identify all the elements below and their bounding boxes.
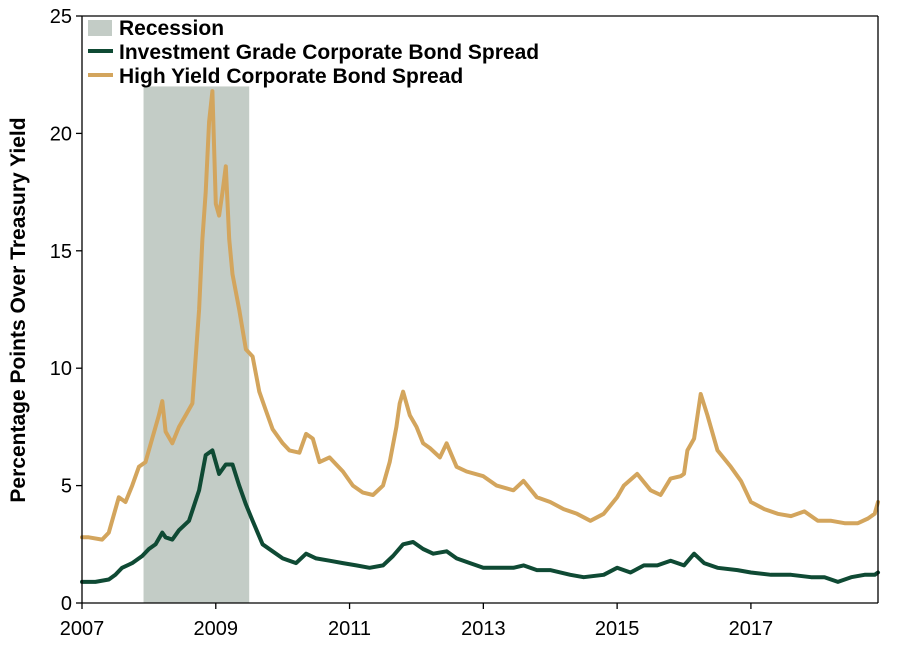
y-axis-title: Percentage Points Over Treasury Yield xyxy=(7,117,30,502)
x-tick-label: 2007 xyxy=(60,618,105,640)
axes xyxy=(81,15,879,604)
y-tick-label: 25 xyxy=(50,6,72,28)
y-tick-label: 15 xyxy=(50,241,72,263)
legend-swatch-recession xyxy=(88,20,112,36)
y-tick-label: 5 xyxy=(61,476,72,498)
x-tick-label: 2013 xyxy=(461,618,506,640)
y-tick-label: 10 xyxy=(50,358,72,380)
x-tick-label: 2011 xyxy=(328,618,371,640)
legend-label-recession: Recession xyxy=(119,17,224,40)
series-line-high-yield xyxy=(80,89,880,542)
series-line-investment-grade xyxy=(80,448,880,584)
legend-label-high-yield: High Yield Corporate Bond Spread xyxy=(119,65,463,88)
series-layer xyxy=(80,89,880,584)
x-tick-label: 2017 xyxy=(729,618,774,640)
x-tick-label: 2009 xyxy=(194,618,239,640)
y-tick-label: 0 xyxy=(61,593,72,615)
y-tick-label: 20 xyxy=(50,123,72,145)
legend: Recession Investment Grade Corporate Bon… xyxy=(88,17,539,88)
ticks: 0 5 10 15 20 25 2007 2009 2011 2013 2015 2017 xyxy=(50,6,773,640)
x-tick-label: 2015 xyxy=(595,618,640,640)
legend-label-investment-grade: Investment Grade Corporate Bond Spread xyxy=(119,41,539,64)
